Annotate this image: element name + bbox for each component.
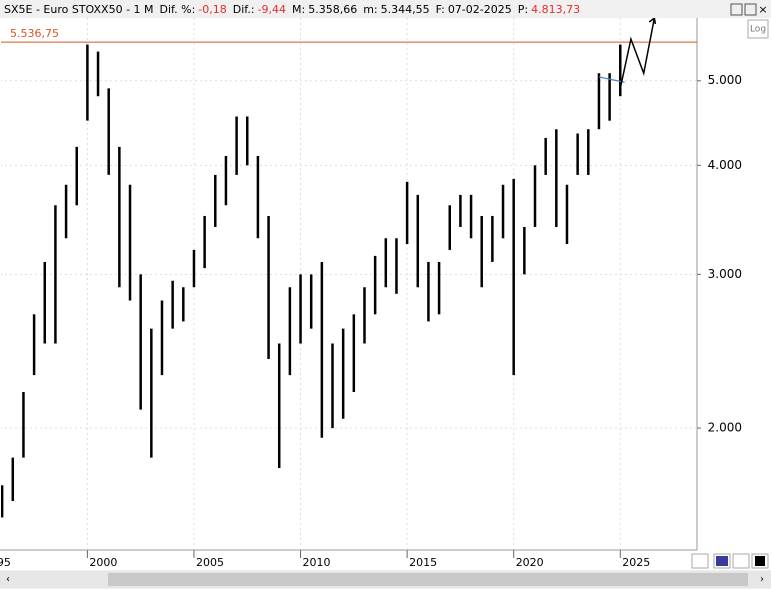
symbol: SX5E - Euro STOXX50 - 1 M — [4, 3, 154, 16]
x-tick-label: 2005 — [196, 556, 224, 569]
x-tick-label: 2015 — [409, 556, 437, 569]
y-tick-label: 2.000 — [708, 421, 742, 435]
y-tick-label: 4.000 — [708, 158, 742, 172]
y-tick-label: 3.000 — [708, 267, 742, 281]
log-button[interactable] — [747, 19, 769, 39]
field-label: m: — [363, 3, 377, 16]
scrollbar-thumb[interactable] — [108, 573, 748, 586]
minimize-button[interactable] — [730, 3, 743, 16]
x-tick-label: 2000 — [89, 556, 117, 569]
arrow-head — [648, 18, 657, 25]
field-value: -0,18 — [198, 3, 226, 16]
maximize-button[interactable] — [744, 3, 757, 16]
close-button[interactable]: × — [758, 3, 767, 16]
x-tick-label: 2025 — [622, 556, 650, 569]
field-value: 4.813,73 — [531, 3, 580, 16]
pin-button[interactable] — [732, 553, 750, 569]
x-tick-label: 2020 — [516, 556, 544, 569]
save-icon — [716, 556, 728, 566]
field-label: P: — [518, 3, 528, 16]
reference-label: 5.536,75 — [10, 27, 59, 40]
x-tick-label: 2010 — [303, 556, 331, 569]
field-value: 5.344,55 — [381, 3, 430, 16]
scroll-left[interactable]: ‹ — [6, 574, 10, 585]
y-tick-label: 5.000 — [708, 73, 742, 87]
color-swatch — [755, 556, 765, 566]
field-label: Dif. %: — [160, 3, 196, 16]
log-button-label: Log — [750, 25, 766, 35]
plot-bg — [0, 18, 771, 570]
field-label: M: — [292, 3, 305, 16]
field-label: Dif.: — [233, 3, 255, 16]
trendline — [598, 76, 625, 83]
plot — [1, 18, 697, 550]
scroll-right[interactable]: › — [760, 574, 764, 585]
field-value: -9,44 — [258, 3, 286, 16]
axes: 2.000 3.000 4.000 5.000 1995 2000 2005 2010 2015… — [0, 27, 742, 569]
field-value: 5.358,66 — [308, 3, 357, 16]
field-label: F: — [436, 3, 445, 16]
tool-button[interactable] — [691, 553, 709, 569]
x-tick-label: 1995 — [0, 556, 11, 569]
field-value: 07-02-2025 — [448, 3, 512, 16]
header: SX5E - Euro STOXX50 - 1 M Dif. %: -0,18 Dif… — [4, 3, 580, 16]
projection — [619, 18, 656, 89]
